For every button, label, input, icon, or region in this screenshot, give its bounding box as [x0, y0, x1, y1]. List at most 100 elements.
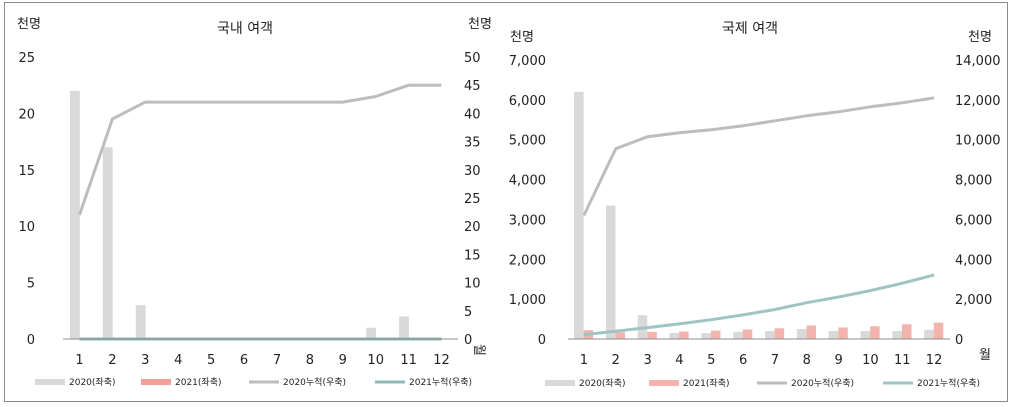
x-tick-label: 3	[141, 353, 149, 368]
bar-2020좌축-1	[69, 90, 80, 339]
bar-2021좌축-10	[870, 326, 880, 339]
x-tick-label: 12	[926, 353, 943, 368]
left-tick-label: 10	[18, 220, 35, 235]
left-tick-label: 5	[27, 277, 35, 292]
x-tick-label: 6	[240, 353, 248, 368]
x-tick-label: 6	[739, 353, 747, 368]
bar-2021좌축-3	[647, 331, 657, 339]
x-tick-label: 11	[400, 353, 417, 368]
bar-2020좌축-11	[399, 316, 409, 339]
legend-swatch	[35, 379, 65, 385]
bar-2020좌축-5	[701, 333, 711, 339]
left-tick-label: 15	[18, 164, 35, 179]
right-tick-label: 2,000	[955, 293, 992, 308]
bar-2020좌축-10	[860, 331, 871, 339]
bar-2020좌축-10	[366, 327, 377, 339]
left-tick-label: 20	[18, 107, 35, 122]
bar-2020좌축-12	[924, 329, 934, 339]
right-tick-label: 40	[464, 107, 481, 122]
legend-swatch	[649, 380, 679, 386]
bar-2020좌축-2	[102, 147, 113, 339]
right-tick-label: 45	[464, 79, 481, 94]
bar-2021좌축-6	[742, 329, 753, 339]
right-tick-label: 5	[464, 305, 472, 320]
left-tick-label: 25	[18, 51, 35, 66]
x-tick-label: 9	[339, 353, 347, 368]
x-tick-label: 5	[207, 353, 215, 368]
legend-label: 2021(좌축)	[175, 377, 222, 388]
bar-2020좌축-6	[733, 331, 743, 339]
bar-2021좌축-7	[774, 328, 785, 339]
left-tick-label: 7,000	[509, 54, 546, 69]
right-tick-label: 12,000	[955, 94, 1001, 109]
line-2020누적우축	[582, 96, 935, 217]
left-tick-label: 6,000	[509, 94, 546, 109]
line-2021누적우축	[583, 273, 935, 337]
x-tick-label: 8	[803, 353, 811, 368]
x-tick-label: 2	[108, 353, 116, 368]
right-tick-label: 10	[464, 277, 481, 292]
x-tick-label: 11	[894, 353, 911, 368]
bar-2020좌축-4	[669, 333, 680, 339]
right-tick-label: 30	[464, 164, 481, 179]
right-tick-label: 50	[464, 51, 481, 66]
bar-2020좌축-3	[135, 305, 146, 339]
x-tick-label: 1	[75, 353, 83, 368]
left-axis-unit: 천명	[510, 30, 534, 45]
bar-2020좌축-2	[605, 205, 616, 339]
left-tick-label: 3,000	[509, 213, 546, 228]
x-tick-label: 3	[643, 353, 651, 368]
x-tick-label: 2	[612, 353, 620, 368]
legend-label: 2020(좌축)	[579, 378, 626, 389]
legend-label: 2020누적(우축)	[791, 377, 854, 389]
right-tick-label: 15	[464, 248, 481, 263]
right-tick-label: 4,000	[955, 253, 992, 268]
bar-2020좌축-8	[796, 329, 807, 339]
x-tick-label: 4	[675, 353, 683, 368]
x-tick-label: 8	[306, 353, 314, 368]
chart-title: 국제 여객	[722, 21, 778, 37]
bar-2021좌축-12	[933, 322, 944, 339]
bar-2021좌축-5	[710, 330, 721, 339]
right-tick-label: 20	[464, 220, 481, 235]
chart-title: 국내 여객	[217, 21, 273, 37]
x-tick-label: 7	[273, 353, 281, 368]
left-tick-label: 0	[538, 333, 546, 348]
right-tick-label: 10,000	[955, 134, 1001, 149]
bar-2021좌축-9	[838, 327, 848, 339]
left-tick-label: 2,000	[509, 253, 546, 268]
right-tick-label: 25	[464, 192, 481, 207]
right-tick-label: 8,000	[955, 174, 992, 189]
legend-label: 2020(좌축)	[69, 377, 116, 388]
bar-2021좌축-11	[901, 324, 912, 339]
x-tick-label: 9	[834, 353, 842, 368]
x-tick-label: 4	[174, 353, 182, 368]
x-tick-label: 10	[367, 353, 384, 368]
x-axis-unit: 월	[471, 344, 486, 356]
bar-2020좌축-1	[574, 91, 584, 339]
left-tick-label: 4,000	[509, 174, 546, 189]
bar-2020좌축-9	[828, 331, 839, 339]
right-tick-label: 6,000	[955, 213, 992, 228]
line-2020누적우축	[78, 83, 442, 216]
right-tick-label: 0	[955, 333, 963, 348]
x-tick-label: 1	[580, 353, 588, 368]
right-tick-label: 14,000	[955, 54, 1001, 69]
bar-2021좌축-2	[615, 332, 625, 339]
bar-2020좌축-7	[765, 331, 775, 339]
left-tick-label: 1,000	[509, 293, 546, 308]
x-tick-label: 10	[862, 353, 879, 368]
bar-2020좌축-11	[892, 331, 902, 339]
bar-2021좌축-8	[806, 325, 816, 339]
bar-2021좌축-4	[679, 331, 689, 339]
left-tick-label: 0	[27, 333, 35, 348]
right-axis-unit: 천명	[468, 17, 492, 32]
legend-label: 2021(좌축)	[683, 378, 730, 389]
legend-label: 2021누적(우축)	[917, 377, 980, 389]
legend-swatch	[545, 380, 575, 386]
right-tick-label: 35	[464, 136, 481, 151]
x-tick-label: 7	[771, 353, 779, 368]
